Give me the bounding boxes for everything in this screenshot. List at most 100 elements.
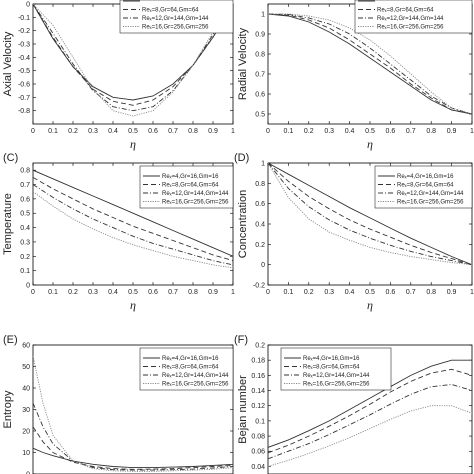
x-tick-label: 0.8 bbox=[188, 289, 198, 296]
legend: Reₓ=8,Gr=64,Gm=64 Reₓ=12,Gr=144,Gm=144 Reₓ… bbox=[354, 0, 473, 34]
y-axis-label: Bejan number bbox=[237, 375, 249, 444]
x-tick-label: 0.8 bbox=[426, 289, 436, 296]
chart-panel-1: 0 0.1 0.2 0.3 0.4 0.5 0.6 0.7 0.8 0.9 1 η 0 -0.1 -0.2 -… bbox=[2, 0, 235, 151]
series-line-4 bbox=[268, 13, 472, 115]
y-tick-label: 0.1 bbox=[20, 268, 30, 275]
legend-box bbox=[139, 165, 234, 209]
y-tick-label: -0.2 bbox=[18, 28, 30, 35]
panel-label: (D) bbox=[234, 152, 249, 164]
x-tick-label: 0.2 bbox=[304, 289, 314, 296]
x-tick-label: 0.6 bbox=[148, 128, 158, 135]
series-line-2 bbox=[268, 368, 472, 454]
series-group bbox=[33, 4, 233, 117]
series-line-4 bbox=[33, 191, 233, 269]
y-tick-label: -0.8 bbox=[18, 108, 30, 115]
y-tick-label: 10 bbox=[22, 450, 30, 457]
chart-panel-6: 0.04 0.06 0.08 0.1 0.12 0.14 0.16 0.18 0.2 Bejan … bbox=[234, 334, 473, 474]
y-tick-label: 0.08 bbox=[251, 434, 265, 441]
x-tick-label: 0.6 bbox=[386, 289, 396, 296]
chart-panel-2: 0 0.1 0.2 0.3 0.4 0.5 0.6 0.7 0.8 0.9 1 η 0.5 0.6 0.7 0… bbox=[237, 0, 474, 151]
x-tick-label: 0 bbox=[266, 289, 270, 296]
y-tick-label: 0.5 bbox=[255, 112, 265, 119]
y-tick-label: 0.2 bbox=[20, 254, 30, 261]
y-tick-label: -0.1 bbox=[18, 15, 30, 22]
y-tick-label: 40 bbox=[22, 386, 30, 393]
legend-entry: Reₓ=4,Gr=16,Gm=16 bbox=[303, 356, 360, 362]
series-line-3 bbox=[33, 184, 233, 266]
series-line-2 bbox=[268, 163, 472, 266]
y-tick-label: 0 bbox=[261, 262, 265, 269]
x-tick-label: 0.5 bbox=[365, 128, 375, 135]
x-tick-label: 0 bbox=[266, 128, 270, 135]
legend-entry: Reₓ=16,Gr=256,Gm=256 bbox=[162, 382, 229, 388]
x-tick-label: 0.1 bbox=[284, 128, 294, 135]
series-line-4 bbox=[268, 163, 472, 266]
x-tick-label: 1 bbox=[231, 128, 235, 135]
y-axis-label: Radial Velocity bbox=[237, 27, 249, 100]
legend-entry: Reₓ=12,Gr=144,Gm=144 bbox=[303, 373, 370, 379]
panel-label: (C) bbox=[3, 152, 18, 164]
y-tick-label: 0.3 bbox=[20, 239, 30, 246]
y-tick-label: -0.4 bbox=[18, 55, 30, 62]
panel-label: (F) bbox=[234, 334, 248, 346]
series-group bbox=[268, 163, 472, 266]
series-group bbox=[33, 169, 233, 269]
series-line-4 bbox=[33, 355, 233, 472]
x-tick-label: 0.3 bbox=[88, 289, 98, 296]
y-tick-label: -0.7 bbox=[18, 95, 30, 102]
x-tick-label: 0.7 bbox=[406, 128, 416, 135]
x-tick-label: 0.6 bbox=[386, 128, 396, 135]
x-tick-label: 0.1 bbox=[48, 128, 58, 135]
x-tick-label: 0.2 bbox=[304, 128, 314, 135]
legend-entry: Reₓ=8,Gr=64,Gm=64 bbox=[303, 365, 360, 371]
legend-entry: Reₓ=4,Gr=16,Gm=16 bbox=[162, 174, 219, 180]
x-tick-label: 0.4 bbox=[108, 289, 118, 296]
legend-entry: Reₓ=16,Gr=256,Gm=256 bbox=[142, 25, 209, 31]
legend: Reₓ=4,Gr=16,Gm=16 Reₓ=8,Gr=64,Gm=64 Reₓ=12… bbox=[280, 347, 392, 391]
chart-panel-3: 0 0.1 0.2 0.3 0.4 0.5 0.6 0.7 0.8 0.9 1 η 0 0.1 0.2 0.3… bbox=[2, 152, 235, 312]
y-tick-label: 0.12 bbox=[251, 403, 265, 410]
y-tick-label: 0.1 bbox=[255, 418, 265, 425]
x-tick-label: 0.2 bbox=[68, 289, 78, 296]
legend-entry: Reₓ=12,Gr=144,Gm=144 bbox=[142, 16, 209, 22]
legend-entry: Reₓ=12,Gr=144,Gm=144 bbox=[162, 373, 229, 379]
legend-box bbox=[139, 347, 234, 391]
y-tick-label: -0.6 bbox=[18, 82, 30, 89]
x-tick-label: 0.4 bbox=[108, 128, 118, 135]
y-tick-label: 0.7 bbox=[255, 72, 265, 79]
series-line-1 bbox=[268, 163, 472, 266]
legend: Reₓ=8,Gr=64,Gm=64 Reₓ=12,Gr=144,Gm=144 Reₓ… bbox=[119, 0, 234, 34]
x-tick-label: 0.3 bbox=[324, 289, 334, 296]
legend-entry: Reₓ=12,Gr=144,Gm=144 bbox=[377, 16, 444, 22]
legend-entry: Reₓ=8,Gr=64,Gm=64 bbox=[397, 183, 454, 189]
series-line-4 bbox=[33, 4, 233, 117]
y-tick-label: 0.16 bbox=[251, 373, 265, 380]
y-tick-label: 1 bbox=[261, 12, 265, 19]
x-axis-label: η bbox=[130, 137, 136, 151]
legend: Reₓ=4,Gr=16,Gm=16 Reₓ=8,Gr=64,Gm=64 Reₓ=12… bbox=[139, 347, 234, 391]
y-tick-label: 60 bbox=[22, 343, 30, 350]
y-tick-label: 30 bbox=[22, 407, 30, 414]
y-tick-label: 0.8 bbox=[255, 52, 265, 59]
y-tick-label: -0.3 bbox=[18, 42, 30, 49]
x-tick-label: 0.9 bbox=[208, 289, 218, 296]
y-tick-label: 0.6 bbox=[255, 92, 265, 99]
x-tick-label: 1 bbox=[231, 289, 235, 296]
series-group bbox=[33, 355, 233, 472]
legend-entry: Reₓ=16,Gr=256,Gm=256 bbox=[162, 200, 229, 206]
y-tick-label: 0 bbox=[26, 472, 30, 474]
x-tick-label: 0.5 bbox=[365, 289, 375, 296]
x-tick-label: 0.1 bbox=[48, 289, 58, 296]
y-tick-label: 0.4 bbox=[20, 225, 30, 232]
y-tick-label: 0.6 bbox=[255, 201, 265, 208]
series-line-2 bbox=[33, 426, 233, 470]
x-tick-label: 0.4 bbox=[345, 289, 355, 296]
x-tick-label: 0.5 bbox=[128, 128, 138, 135]
legend-entry: Reₓ=16,Gr=256,Gm=256 bbox=[377, 25, 444, 31]
series-line-3 bbox=[33, 4, 233, 112]
legend: Reₓ=4,Gr=16,Gm=16 Reₓ=8,Gr=64,Gm=64 Reₓ=12… bbox=[374, 165, 473, 209]
legend-entry: Reₓ=12,Gr=144,Gm=144 bbox=[397, 191, 464, 197]
x-tick-label: 0.8 bbox=[426, 128, 436, 135]
y-tick-label: 0.8 bbox=[20, 168, 30, 175]
x-tick-label: 0.3 bbox=[324, 128, 334, 135]
